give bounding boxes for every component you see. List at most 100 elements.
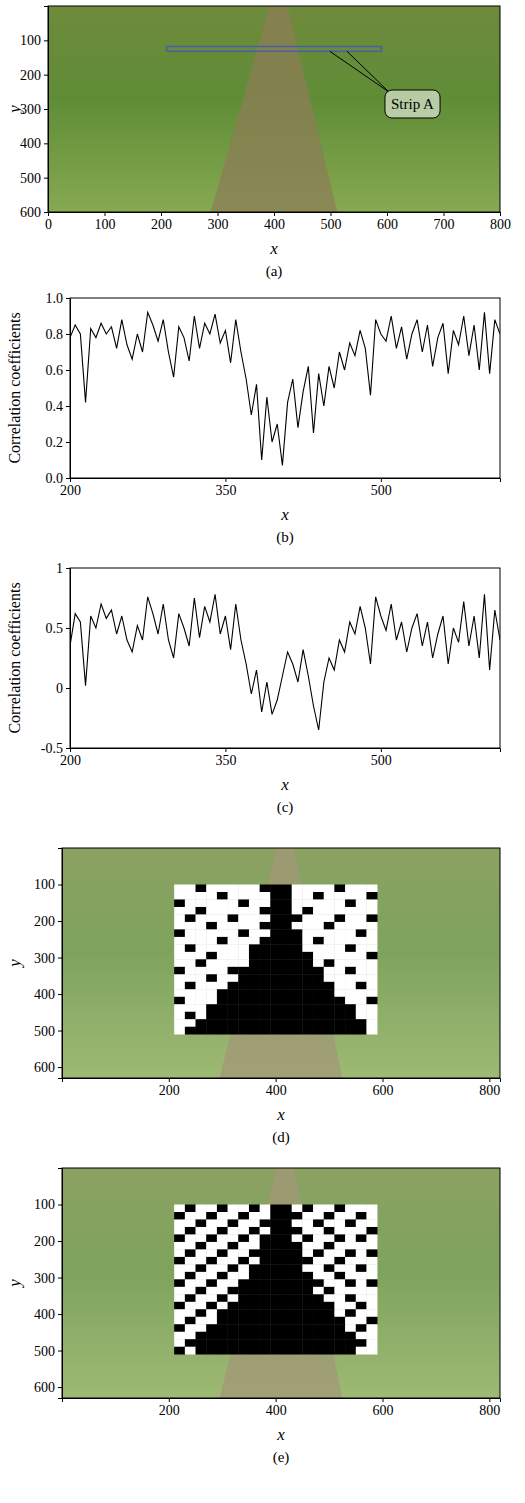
cell: [206, 899, 217, 907]
cell: [249, 1309, 260, 1317]
y-axis-tick: 300: [34, 1271, 62, 1286]
cell: [228, 967, 239, 975]
cell: [260, 1272, 271, 1280]
x-axis-tick-label: 0: [45, 217, 52, 232]
cell: [356, 1294, 367, 1302]
cell: [334, 929, 345, 937]
cell: [270, 922, 281, 930]
cell: [228, 1027, 239, 1035]
figure: 0100200300400500600700800100200300400500…: [0, 0, 525, 1503]
cell: [217, 1324, 228, 1332]
y-axis-tick-label: 0.5: [46, 621, 64, 636]
cell: [196, 899, 207, 907]
y-axis-tick-label: 400: [20, 136, 41, 151]
cell: [281, 1227, 292, 1235]
y-axis-tick-mark: [58, 958, 62, 959]
cell: [260, 959, 271, 967]
cell: [313, 1347, 324, 1355]
cell: [292, 1309, 303, 1317]
y-axis-tick-label: 1: [56, 561, 63, 576]
y-axis-tick: 200: [34, 1234, 62, 1249]
y-axis-tick-label: 0.0: [46, 471, 64, 486]
cell: [174, 1234, 185, 1242]
cell: [334, 892, 345, 900]
cell: [217, 1279, 228, 1287]
cell: [260, 914, 271, 922]
cell: [260, 1324, 271, 1332]
cell: [292, 967, 303, 975]
cell: [270, 1249, 281, 1257]
cell: [292, 1347, 303, 1355]
y-axis-tick: 600: [34, 1060, 62, 1075]
cell: [217, 1212, 228, 1220]
cell: [206, 914, 217, 922]
cell: [345, 914, 356, 922]
cell: [174, 1019, 185, 1027]
cell: [270, 892, 281, 900]
cell: [217, 989, 228, 997]
axis-line: [66, 569, 71, 749]
cell: [345, 1027, 356, 1035]
panel: 2003505000.00.20.40.60.81.0xCorrelation …: [6, 291, 501, 546]
cell: [217, 1242, 228, 1250]
y-axis-tick: 300: [20, 102, 48, 117]
cell: [238, 937, 249, 945]
cell: [302, 989, 313, 997]
cell: [356, 1257, 367, 1265]
y-axis-tick-label: 200: [34, 1234, 55, 1249]
y-axis-tick: 500: [34, 1344, 62, 1359]
cell: [238, 1012, 249, 1020]
cell: [270, 1347, 281, 1355]
cell: [249, 1347, 260, 1355]
data-line: [70, 594, 500, 730]
cell: [260, 944, 271, 952]
cell: [313, 899, 324, 907]
cell: [345, 944, 356, 952]
cell: [324, 1027, 335, 1035]
cell: [249, 1339, 260, 1347]
cell: [345, 1324, 356, 1332]
cell: [185, 944, 196, 952]
cell: [292, 959, 303, 967]
cell: [302, 1324, 313, 1332]
cell: [249, 944, 260, 952]
x-axis-tick-label: 200: [159, 1403, 180, 1418]
cell: [334, 937, 345, 945]
x-axis-tick-mark: [381, 478, 382, 482]
cell: [334, 1302, 345, 1310]
cell: [260, 1219, 271, 1227]
cell: [185, 1027, 196, 1035]
cell: [185, 1332, 196, 1340]
cell: [356, 944, 367, 952]
cell: [206, 1257, 217, 1265]
cell: [313, 937, 324, 945]
cell: [228, 1294, 239, 1302]
cell: [281, 914, 292, 922]
cell: [366, 1205, 377, 1213]
cell: [302, 929, 313, 937]
panel-caption: (c): [277, 799, 294, 816]
y-axis-tick-mark: [44, 143, 48, 144]
axis-line: [58, 1169, 63, 1399]
cell: [228, 907, 239, 915]
cell: [270, 914, 281, 922]
cells: [174, 1205, 377, 1355]
cell: [366, 1287, 377, 1295]
cell: [174, 1294, 185, 1302]
x-axis-tick-mark: [105, 212, 106, 216]
cell: [281, 952, 292, 960]
cell: [217, 1019, 228, 1027]
x-axis-tick-label: 350: [215, 483, 236, 498]
cell: [345, 1257, 356, 1265]
cell: [217, 929, 228, 937]
cell: [196, 1242, 207, 1250]
y-axis-tick-mark: [58, 1278, 62, 1279]
cell: [185, 1287, 196, 1295]
cell: [366, 1242, 377, 1250]
cell: [345, 899, 356, 907]
cell: [217, 914, 228, 922]
cell: [260, 952, 271, 960]
photo: [62, 848, 500, 1078]
cell: [217, 997, 228, 1005]
cell: [292, 997, 303, 1005]
